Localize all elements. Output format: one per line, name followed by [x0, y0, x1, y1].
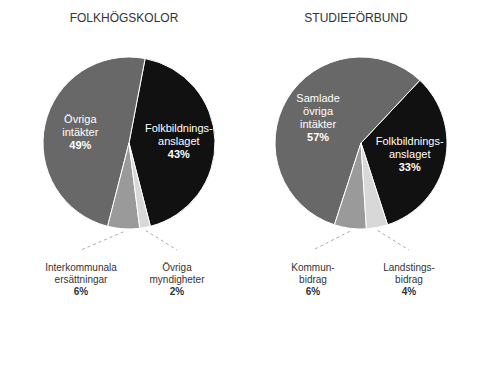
svg-text:Folkbildnings-anslaget33%: Folkbildnings-anslaget33% [376, 135, 444, 173]
html-text:FOLKHÖGSKOLOR: FOLKHÖGSKOLOR [69, 11, 179, 25]
svg-text:Övrigaintäkter49%: Övrigaintäkter49% [62, 113, 98, 151]
svg-text:Samladeövrigaintäkter57%: Samladeövrigaintäkter57% [296, 92, 339, 143]
svg-text:Övrigamyndigheter2%: Övrigamyndigheter2% [149, 262, 205, 297]
svg-text:Kommun-bidrag6%: Kommun-bidrag6% [291, 262, 334, 297]
svg-text:Interkommunalaersättningar6%: Interkommunalaersättningar6% [45, 262, 117, 297]
svg-text:Folkbildnings-anslaget43%: Folkbildnings-anslaget43% [145, 122, 213, 160]
html-text:STUDIEFÖRBUND: STUDIEFÖRBUND [304, 11, 408, 25]
svg-text:Landstings-bidrag4%: Landstings-bidrag4% [383, 262, 435, 297]
